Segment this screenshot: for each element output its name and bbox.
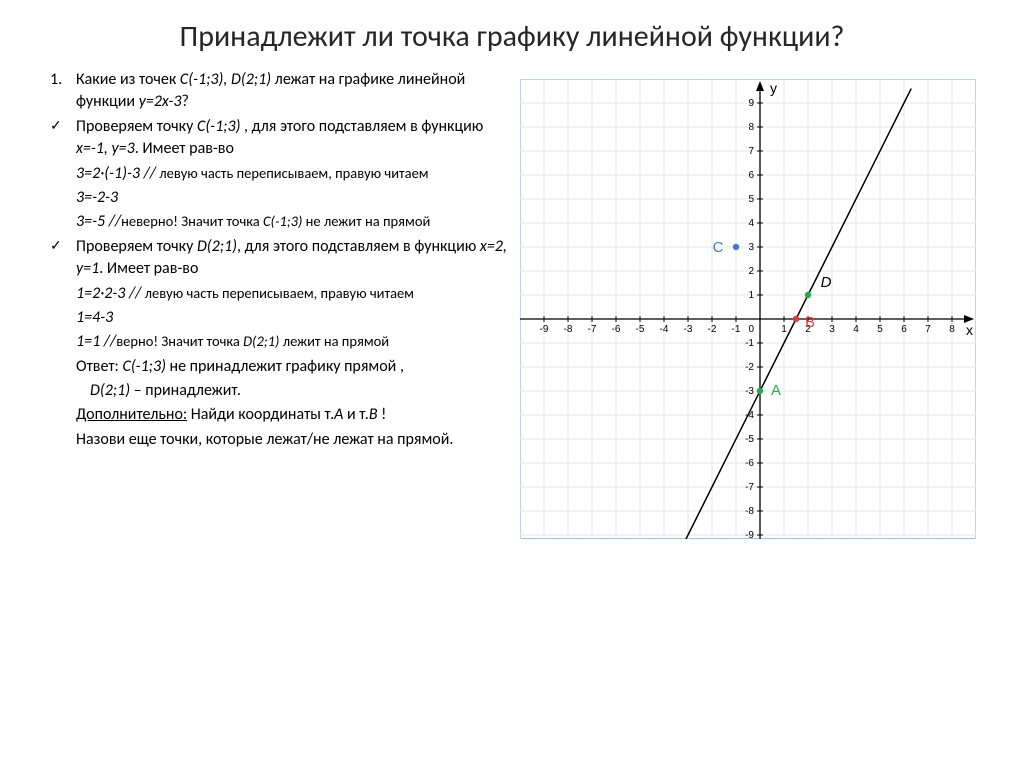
svg-text:-6: -6	[612, 324, 621, 335]
svg-text:0: 0	[748, 324, 754, 335]
text-column: 1. Какие из точек C(-1;3), D(2;1) лежат …	[48, 69, 508, 539]
svg-text:-5: -5	[745, 434, 754, 445]
answer: Ответ: C(-1;3) не принадлежит графику пр…	[76, 356, 508, 378]
svg-text:5: 5	[748, 194, 754, 205]
content-row: 1. Какие из точек C(-1;3), D(2;1) лежат …	[48, 69, 976, 539]
svg-text:-5: -5	[636, 324, 645, 335]
svg-text:-7: -7	[588, 324, 597, 335]
list-item: 1. Какие из точек C(-1;3), D(2;1) лежат …	[48, 69, 508, 114]
svg-text:-9: -9	[540, 324, 549, 335]
svg-text:C: C	[713, 239, 724, 256]
svg-text:7: 7	[748, 146, 754, 157]
line: 3=-2-3	[76, 187, 508, 209]
coordinate-chart: -9-8-7-6-5-4-3-2-112345678-9-8-7-6-5-4-3…	[520, 79, 976, 539]
additional: Дополнительно: Найди координаты т.A и т.…	[76, 404, 508, 426]
svg-text:4: 4	[853, 324, 859, 335]
svg-text:-6: -6	[745, 458, 754, 469]
check-c: Проверяем точку C(-1;3) , для этого подс…	[76, 116, 508, 161]
svg-text:5: 5	[877, 324, 883, 335]
svg-text:6: 6	[748, 170, 754, 181]
svg-text:3: 3	[829, 324, 835, 335]
svg-text:-7: -7	[745, 482, 754, 493]
list-item: ✓ Проверяем точку C(-1;3) , для этого по…	[48, 116, 508, 161]
answer-2: D(2;1) – принадлежит.	[90, 380, 508, 402]
line: 1=2·2-3 // левую часть переписываем, пра…	[76, 283, 508, 305]
marker-1: 1.	[48, 69, 76, 114]
svg-text:-2: -2	[745, 362, 754, 373]
svg-text:9: 9	[748, 98, 754, 109]
svg-text:-8: -8	[564, 324, 573, 335]
svg-text:8: 8	[949, 324, 955, 335]
svg-text:7: 7	[925, 324, 931, 335]
svg-text:D: D	[821, 274, 832, 291]
line: 3=2·(-1)-3 // левую часть переписываем, …	[76, 163, 508, 185]
svg-text:6: 6	[901, 324, 907, 335]
svg-text:8: 8	[748, 122, 754, 133]
page-title: Принадлежит ли точка графику линейной фу…	[48, 18, 976, 55]
check-d: Проверяем точку D(2;1), для этого подста…	[76, 236, 508, 281]
svg-text:3: 3	[748, 242, 754, 253]
svg-text:-1: -1	[732, 324, 741, 335]
line: 3=-5 //неверно! Значит точка C(-1;3) не …	[76, 211, 508, 233]
svg-text:1: 1	[748, 290, 754, 301]
q1: Какие из точек C(-1;3), D(2;1) лежат на …	[76, 69, 508, 114]
svg-text:-4: -4	[660, 324, 669, 335]
svg-text:y: y	[770, 80, 777, 96]
svg-text:1: 1	[781, 324, 787, 335]
svg-text:-8: -8	[745, 506, 754, 517]
line: 1=1 //верно! Значит точка D(2;1) лежит н…	[76, 331, 508, 353]
extra-q: Назови еще точки, которые лежат/не лежат…	[76, 429, 508, 451]
svg-text:-2: -2	[708, 324, 717, 335]
svg-text:2: 2	[748, 266, 754, 277]
check-icon: ✓	[48, 116, 76, 161]
svg-text:A: A	[771, 382, 781, 399]
svg-text:-9: -9	[745, 530, 754, 539]
svg-text:-3: -3	[745, 386, 754, 397]
svg-text:B: B	[805, 314, 815, 331]
chart-column: -9-8-7-6-5-4-3-2-112345678-9-8-7-6-5-4-3…	[520, 69, 976, 539]
line: 1=4-3	[76, 307, 508, 329]
svg-text:-3: -3	[684, 324, 693, 335]
check-icon: ✓	[48, 236, 76, 281]
list-item: ✓ Проверяем точку D(2;1), для этого подс…	[48, 236, 508, 281]
svg-text:-1: -1	[745, 338, 754, 349]
svg-text:x: x	[966, 322, 973, 338]
svg-text:4: 4	[748, 218, 754, 229]
